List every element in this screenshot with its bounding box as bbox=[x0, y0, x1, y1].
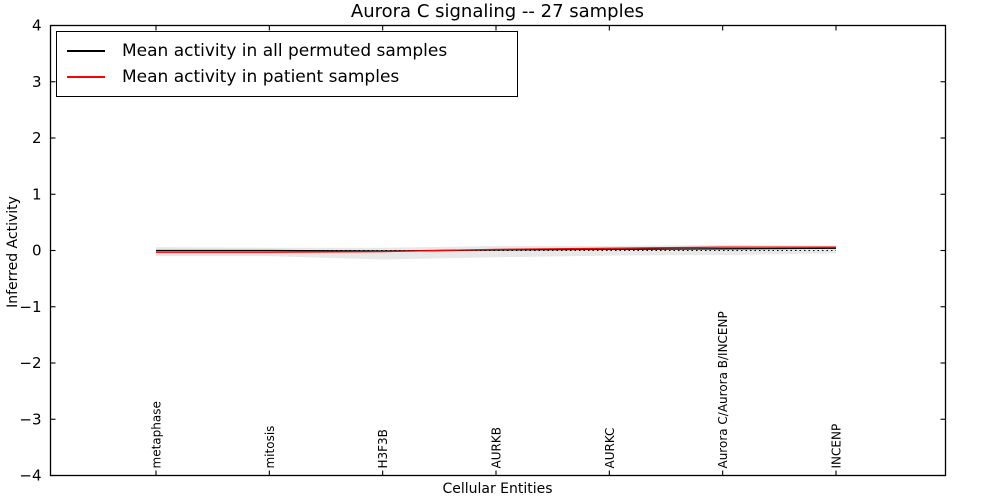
patient-line-swatch bbox=[67, 76, 105, 78]
x-tick-label: Aurora C/Aurora B/INCENP bbox=[716, 311, 730, 468]
legend-label-patient: Mean activity in patient samples bbox=[122, 67, 400, 87]
y-tick-label: −2 bbox=[19, 354, 41, 372]
x-tick-label: AURKB bbox=[490, 427, 504, 468]
y-tick-label: −1 bbox=[19, 298, 41, 316]
y-tick-label: −3 bbox=[19, 410, 41, 428]
y-tick-label: 1 bbox=[32, 185, 42, 203]
y-tick-label: 4 bbox=[32, 17, 42, 35]
x-tick-label: AURKC bbox=[603, 428, 617, 469]
x-tick-label: INCENP bbox=[830, 424, 844, 469]
x-tick-label: mitosis bbox=[263, 426, 277, 469]
y-tick-label: 2 bbox=[32, 129, 42, 147]
y-tick-label: 0 bbox=[32, 242, 42, 260]
legend-label-permuted: Mean activity in all permuted samples bbox=[122, 41, 448, 61]
chart-title: Aurora C signaling -- 27 samples bbox=[350, 1, 645, 22]
legend: Mean activity in all permuted samples Me… bbox=[56, 31, 518, 97]
legend-entry-patient: Mean activity in patient samples bbox=[67, 64, 507, 90]
x-tick-label: H3F3B bbox=[376, 429, 390, 468]
legend-entry-permuted: Mean activity in all permuted samples bbox=[67, 38, 507, 64]
y-tick-label: −4 bbox=[19, 467, 41, 485]
x-axis-label: Cellular Entities bbox=[442, 481, 553, 497]
x-tick-label: metaphase bbox=[150, 401, 164, 468]
y-tick-label: 3 bbox=[32, 73, 42, 91]
permuted-line-swatch bbox=[67, 50, 105, 52]
series-line-1 bbox=[156, 246, 836, 253]
